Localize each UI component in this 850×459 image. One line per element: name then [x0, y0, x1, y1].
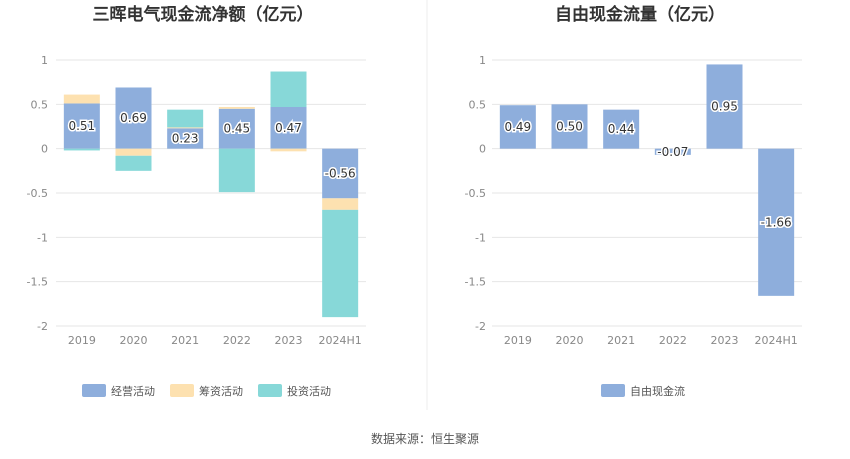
bar	[322, 198, 359, 210]
bar	[115, 87, 152, 149]
x-tick-label: 2019	[68, 334, 96, 347]
data-label: 0.49	[504, 120, 531, 134]
legend-item[interactable]: 投资活动	[258, 384, 331, 398]
bar	[63, 94, 100, 104]
data-label: -0.07	[657, 145, 688, 159]
bar	[218, 108, 255, 149]
bar	[167, 109, 204, 128]
legend-swatch	[258, 384, 282, 397]
x-tick-label: 2022	[223, 334, 251, 347]
y-tick-label: -0.5	[27, 187, 48, 200]
x-tick-label: 2022	[659, 334, 687, 347]
cashflow-net-chart: 三晖电气现金流净额（亿元） 1 0.5 0 -0.5 -1 -1.5 -2 2019 2020 20…	[27, 4, 366, 398]
x-tick-label: 2023	[275, 334, 303, 347]
y-tick-label: -2	[475, 320, 486, 333]
legend-label: 经营活动	[111, 384, 155, 398]
chart-title: 三晖电气现金流净额（亿元）	[93, 4, 314, 25]
bar	[551, 104, 588, 149]
bar	[63, 148, 100, 151]
x-tick-label: 2021	[171, 334, 199, 347]
data-label: 0.51	[68, 119, 95, 133]
bar	[218, 148, 255, 193]
x-tick-label: 2023	[711, 334, 739, 347]
bar	[63, 103, 100, 149]
bar	[758, 148, 795, 296]
y-tick-label: 0	[479, 143, 486, 156]
data-label: -0.56	[325, 166, 356, 180]
data-label: 0.45	[223, 122, 250, 136]
y-tick-label: 1	[479, 54, 486, 67]
legend-item[interactable]: 经营活动	[82, 384, 155, 398]
bar	[603, 109, 640, 149]
legend-item[interactable]: 自由现金流	[601, 384, 685, 398]
y-tick-label: 0	[41, 143, 48, 156]
bar	[654, 148, 691, 155]
bar	[167, 128, 204, 149]
bar	[218, 106, 255, 109]
data-label: 0.95	[711, 100, 738, 114]
legend-item[interactable]: 筹资活动	[170, 384, 243, 398]
legend-swatch	[601, 384, 625, 397]
bar	[322, 148, 359, 199]
data-source-note: 数据来源：恒生聚源	[371, 431, 479, 446]
legend-swatch	[170, 384, 194, 397]
data-label: 0.47	[275, 121, 302, 135]
legend-label: 自由现金流	[630, 384, 685, 398]
legend-label: 投资活动	[287, 384, 331, 398]
bar	[270, 106, 307, 149]
x-tick-label: 2024H1	[319, 334, 362, 347]
y-tick-label: -2	[37, 320, 48, 333]
y-tick-label: -1	[37, 231, 48, 244]
y-tick-label: -1	[475, 231, 486, 244]
y-tick-label: 0.5	[31, 98, 49, 111]
bar	[270, 148, 307, 152]
x-tick-label: 2019	[504, 334, 532, 347]
bar	[322, 209, 359, 318]
data-label: 0.23	[172, 131, 199, 145]
bar	[115, 155, 152, 171]
y-tick-label: 1	[41, 54, 48, 67]
bar	[706, 64, 743, 149]
data-label: 0.69	[120, 111, 147, 125]
data-label: -1.66	[761, 215, 792, 229]
chart-title: 自由现金流量（亿元）	[555, 4, 725, 25]
legend-label: 筹资活动	[199, 384, 243, 398]
bar	[270, 71, 307, 107]
y-tick-label: 0.5	[469, 98, 487, 111]
data-label: 0.44	[608, 122, 635, 136]
y-tick-label: -0.5	[465, 187, 486, 200]
y-tick-label: -1.5	[27, 276, 48, 289]
bar	[115, 148, 152, 156]
bar	[499, 105, 536, 149]
bar	[167, 127, 204, 129]
legend-swatch	[82, 384, 106, 397]
x-tick-label: 2024H1	[755, 334, 798, 347]
y-tick-label: -1.5	[465, 276, 486, 289]
x-tick-label: 2021	[607, 334, 635, 347]
x-tick-label: 2020	[120, 334, 148, 347]
x-tick-label: 2020	[556, 334, 584, 347]
data-label: 0.50	[556, 120, 583, 134]
